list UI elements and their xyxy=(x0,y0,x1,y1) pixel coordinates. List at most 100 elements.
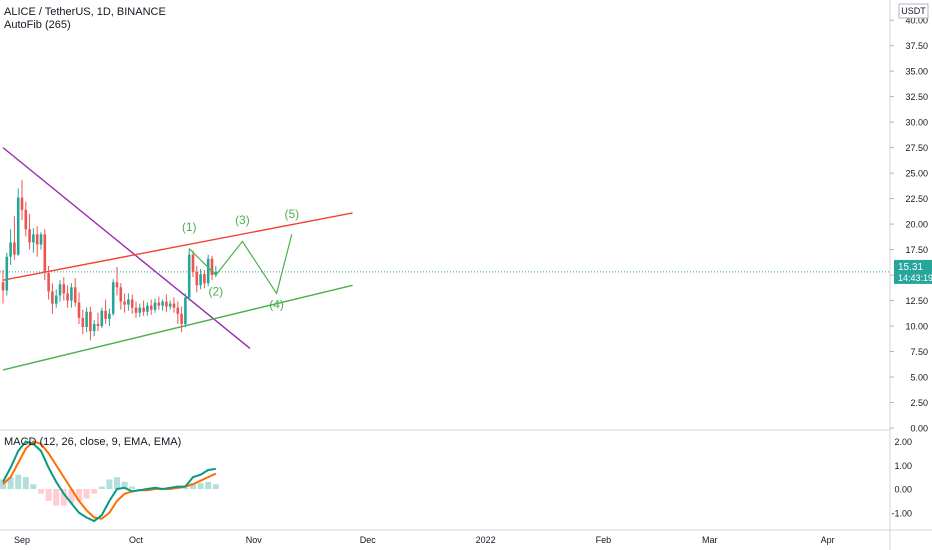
price-tick-label: 35.00 xyxy=(905,67,928,77)
macd-tick-label: 0.00 xyxy=(894,485,912,495)
candle xyxy=(39,232,43,250)
price-tick-label: 25.00 xyxy=(905,169,928,179)
candle-body xyxy=(1,282,5,291)
candles xyxy=(1,180,218,341)
candle-body xyxy=(104,310,107,319)
macd-histogram-bar xyxy=(212,484,219,489)
time-tick-label: 2022 xyxy=(476,535,496,545)
candle-body xyxy=(176,307,180,314)
candle xyxy=(123,293,126,313)
candle xyxy=(210,255,214,281)
candle xyxy=(180,306,183,333)
candle-body xyxy=(96,324,100,327)
candle xyxy=(161,299,164,311)
candle xyxy=(184,293,187,328)
candle-body xyxy=(100,310,104,327)
candle-body xyxy=(35,234,39,245)
currency-button[interactable] xyxy=(898,3,929,19)
candle-body xyxy=(153,302,157,310)
candle xyxy=(9,229,12,265)
wave-label: (3) xyxy=(235,213,250,227)
candle xyxy=(187,248,191,301)
candle-body xyxy=(180,313,183,325)
time-tick-label: Apr xyxy=(821,535,835,545)
macd-histogram-bar xyxy=(121,481,128,489)
wave-label: (2) xyxy=(208,284,223,298)
candle-body xyxy=(146,305,149,312)
macd-histogram-bar xyxy=(22,477,29,489)
candle-body xyxy=(157,302,161,306)
candle xyxy=(51,283,54,314)
candle xyxy=(195,265,199,293)
candle-body xyxy=(149,305,153,310)
candle xyxy=(149,299,153,315)
candle xyxy=(85,307,88,333)
candle-body xyxy=(5,256,9,291)
candle xyxy=(111,279,115,316)
candle xyxy=(153,298,157,313)
candle-body xyxy=(108,313,111,319)
candle xyxy=(35,226,39,257)
candle xyxy=(16,188,20,256)
candle xyxy=(89,306,92,341)
candle xyxy=(127,293,130,311)
candle xyxy=(47,265,50,300)
candle-body xyxy=(187,254,191,298)
candle xyxy=(81,309,85,335)
candle xyxy=(43,229,47,281)
candle xyxy=(1,269,5,304)
macd-histogram-bar xyxy=(106,479,113,489)
wave-label: (1) xyxy=(182,220,197,234)
candle xyxy=(199,268,202,290)
candle-body xyxy=(168,303,172,307)
price-tick-label: 0.00 xyxy=(910,424,928,434)
candle xyxy=(203,269,206,289)
candle-body xyxy=(191,254,195,273)
macd-pane xyxy=(0,440,219,523)
candle xyxy=(92,319,96,337)
price-tick-label: 7.50 xyxy=(910,347,928,357)
candle xyxy=(146,302,149,316)
candle xyxy=(138,303,142,317)
price-tick-label: 12.50 xyxy=(905,296,928,306)
candle-body xyxy=(54,295,58,304)
macd-histogram-bar xyxy=(190,483,196,489)
green-lower-channel-line xyxy=(2,284,353,371)
macd-tick-label: -1.00 xyxy=(891,508,912,518)
macd-histogram-bar xyxy=(98,486,105,489)
candle xyxy=(104,299,107,325)
candle xyxy=(115,266,119,296)
wave-label: (5) xyxy=(284,207,299,221)
trendlines xyxy=(0,147,890,371)
candle-body xyxy=(62,284,66,294)
candle xyxy=(176,301,180,325)
candle xyxy=(206,254,210,287)
price-tick-label: 27.50 xyxy=(905,143,928,153)
candle xyxy=(73,278,77,307)
candle xyxy=(5,252,9,296)
candle-body xyxy=(210,258,214,276)
time-tick-label: Mar xyxy=(702,535,718,545)
purple-descending-line xyxy=(2,147,251,350)
candle-body xyxy=(24,209,28,230)
macd-histogram-bar xyxy=(60,489,67,506)
price-tick-label: 2.50 xyxy=(910,398,928,408)
candle xyxy=(62,277,66,301)
candle-body xyxy=(16,197,20,255)
candle-body xyxy=(20,197,24,210)
candle-body xyxy=(28,229,31,243)
candle-body xyxy=(77,302,81,318)
candle-body xyxy=(92,324,96,332)
candle-body xyxy=(119,287,123,302)
candle-body xyxy=(115,282,119,288)
candle xyxy=(165,294,168,312)
candle-body xyxy=(58,284,62,296)
macd-histogram-bar xyxy=(53,489,60,506)
candle-body xyxy=(142,307,145,312)
candle xyxy=(32,228,35,253)
wave-path xyxy=(188,234,293,295)
candle-body xyxy=(66,293,69,301)
candle-body xyxy=(70,287,73,301)
